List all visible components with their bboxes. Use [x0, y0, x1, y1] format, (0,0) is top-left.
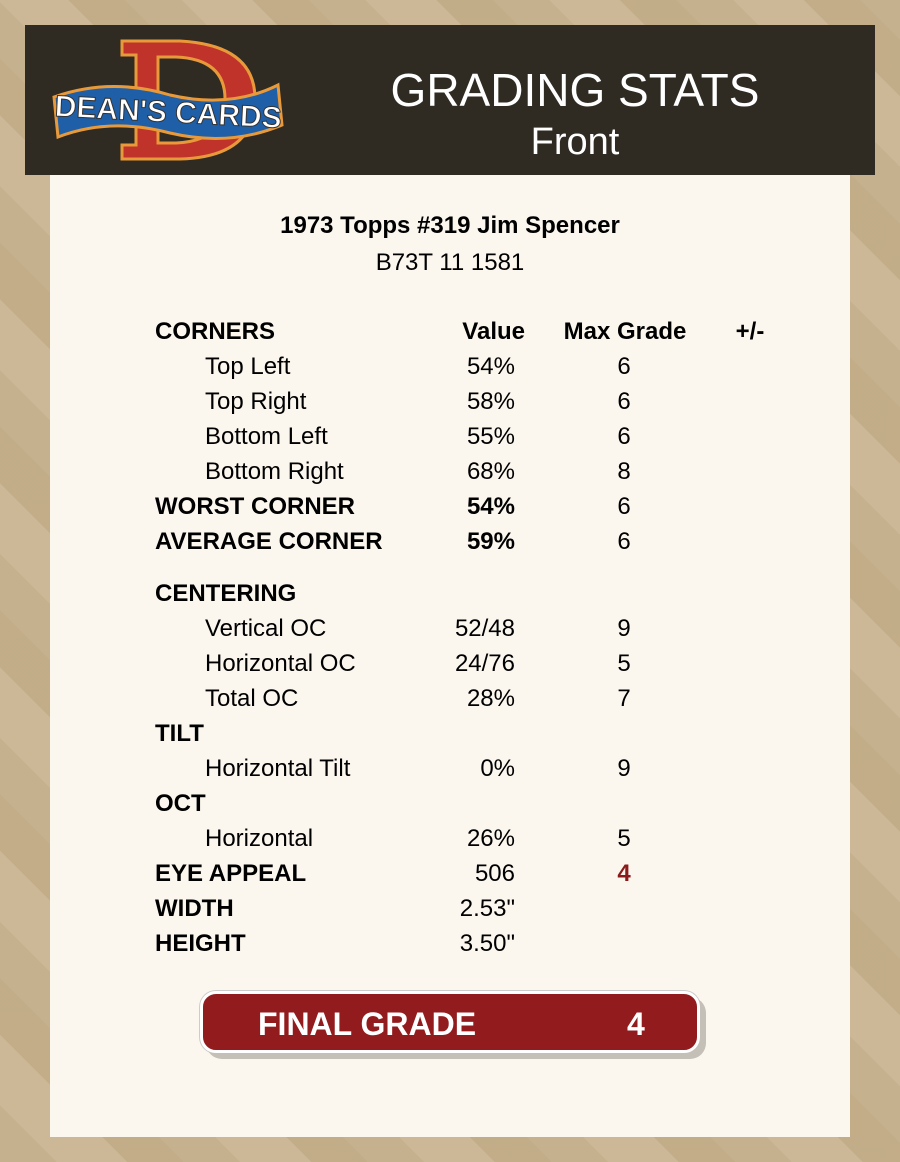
stat-row: Bottom Left 55% 6	[0, 423, 900, 453]
column-header-value: Value	[462, 318, 525, 345]
stat-value: 54%	[466, 493, 515, 520]
stat-max-grade: 8	[617, 458, 631, 485]
stat-label: OCT	[155, 790, 206, 817]
column-header-max-grade: Max Grade	[563, 318, 687, 345]
page-subtitle: Front	[530, 121, 620, 163]
stats-panel	[50, 175, 850, 1137]
stat-value: 28%	[466, 685, 515, 712]
stat-row: Top Right 58% 6	[0, 388, 900, 418]
stat-value: 59%	[466, 528, 515, 555]
stat-value: 55%	[466, 423, 515, 450]
stat-label: EYE APPEAL	[155, 860, 307, 887]
stat-value: 506	[474, 860, 515, 887]
stat-label: Top Right	[205, 388, 307, 415]
stat-max-grade: 7	[617, 685, 631, 712]
stat-row: Bottom Right 68% 8	[0, 458, 900, 488]
stat-label: Vertical OC	[205, 615, 327, 642]
stat-label: WIDTH	[155, 895, 234, 922]
card-code: B73T 11 1581	[375, 249, 525, 276]
stat-row: OCT	[0, 790, 900, 820]
final-grade-badge: FINAL GRADE 4	[200, 991, 700, 1053]
stat-max-grade: 9	[617, 615, 631, 642]
stat-row: AVERAGE CORNER 59% 6	[0, 528, 900, 558]
stat-max-grade: 5	[617, 650, 631, 677]
stat-row: CORNERS Value Max Grade +/-	[0, 318, 900, 348]
stat-value: 68%	[466, 458, 515, 485]
stat-label: WORST CORNER	[155, 493, 355, 520]
stat-row: CENTERING	[0, 580, 900, 610]
stat-value: 54%	[466, 353, 515, 380]
stat-label: CENTERING	[155, 580, 297, 607]
stat-max-grade: 4	[617, 860, 631, 887]
stat-label: Bottom Right	[205, 458, 344, 485]
stat-max-grade: 6	[617, 388, 631, 415]
stat-max-grade: 6	[617, 423, 631, 450]
page-title: GRADING STATS	[390, 64, 760, 116]
stat-row: WORST CORNER 54% 6	[0, 493, 900, 523]
stat-row: Horizontal OC 24/76 5	[0, 650, 900, 680]
stat-value: 58%	[466, 388, 515, 415]
stat-row: Top Left 54% 6	[0, 353, 900, 383]
stat-label: Horizontal	[205, 825, 314, 852]
stat-row: Vertical OC 52/48 9	[0, 615, 900, 645]
stat-value: 0%	[480, 755, 515, 782]
stat-row: TILT	[0, 720, 900, 750]
stat-value: 24/76	[454, 650, 515, 677]
stat-row: Total OC 28% 7	[0, 685, 900, 715]
card-name: 1973 Topps #319 Jim Spencer	[280, 212, 620, 239]
stat-value: 26%	[466, 825, 515, 852]
stat-label: Bottom Left	[205, 423, 328, 450]
stat-label: TILT	[155, 720, 204, 747]
deans-cards-logo: DEAN'S CARDS	[52, 39, 284, 161]
stat-row: WIDTH 2.53"	[0, 895, 900, 925]
stat-label: AVERAGE CORNER	[155, 528, 383, 555]
header: DEAN'S CARDS GRADING STATS Front	[25, 25, 875, 175]
final-grade-label: FINAL GRADE	[258, 1006, 477, 1042]
stat-row: EYE APPEAL 506 4	[0, 860, 900, 890]
stat-row: Horizontal Tilt 0% 9	[0, 755, 900, 785]
stat-value: 2.53"	[459, 895, 515, 922]
stat-value: 3.50"	[459, 930, 515, 957]
stat-label: Top Left	[205, 353, 291, 380]
stat-label: HEIGHT	[155, 930, 246, 957]
stat-row: HEIGHT 3.50"	[0, 930, 900, 960]
stat-max-grade: 6	[617, 353, 631, 380]
stat-label: Horizontal Tilt	[205, 755, 351, 782]
final-grade-value: 4	[627, 1006, 645, 1042]
stat-max-grade: 9	[617, 755, 631, 782]
stat-value: 52/48	[454, 615, 515, 642]
column-header-plus-minus: +/-	[735, 318, 765, 345]
stat-max-grade: 6	[617, 528, 631, 555]
stat-label: Total OC	[205, 685, 299, 712]
stat-label: Horizontal OC	[205, 650, 356, 677]
stat-label: CORNERS	[155, 318, 276, 345]
stat-max-grade: 5	[617, 825, 631, 852]
stat-max-grade: 6	[617, 493, 631, 520]
stat-row: Horizontal 26% 5	[0, 825, 900, 855]
